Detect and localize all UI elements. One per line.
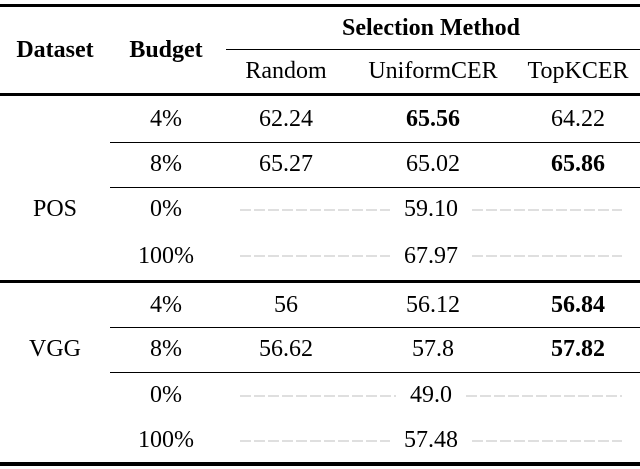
row-divider (110, 327, 640, 328)
dash-line (472, 208, 622, 211)
budget-cell: 8% (150, 151, 182, 177)
column-header-budget: Budget (129, 36, 203, 63)
row-divider (110, 142, 640, 143)
budget-cell: 4% (150, 291, 182, 318)
topkcer-value: 64.22 (551, 105, 605, 132)
merged-value: 49.0 (410, 382, 452, 408)
budget-cell: 100% (138, 427, 194, 453)
header-bottom-rule (0, 93, 640, 96)
uniformcer-value-best: 65.56 (406, 105, 460, 132)
merged-value-cell: 67.97 (222, 232, 640, 280)
column-header-uniformcer: UniformCER (368, 58, 498, 84)
top-rule (0, 4, 640, 7)
uniformcer-value: 56.12 (406, 291, 460, 318)
method-subheader-row: Random UniformCER TopKCER (0, 50, 640, 93)
section-divider-rule (0, 280, 640, 283)
row-divider (110, 187, 640, 188)
random-value: 56.62 (259, 336, 313, 362)
dash-line (240, 208, 390, 211)
dash-line (466, 394, 622, 397)
row-divider (110, 372, 640, 373)
dash-line (240, 439, 390, 442)
random-value: 65.27 (259, 151, 313, 177)
selection-method-underline (226, 49, 640, 50)
table-row-pos-0pct: 0% 59.10 (0, 187, 640, 232)
table-row-pos-100pct: 100% 67.97 (0, 232, 640, 280)
column-header-topkcer: TopKCER (527, 58, 629, 84)
budget-cell: 0% (150, 196, 182, 222)
budget-cell: 100% (138, 242, 194, 269)
dataset-label-pos: POS (32, 196, 78, 222)
dash-line (240, 255, 390, 257)
dash-line (472, 439, 622, 442)
dash-line (472, 255, 622, 257)
dash-line (240, 394, 396, 397)
uniformcer-value: 57.8 (412, 336, 454, 362)
merged-value-cell: 49.0 (222, 372, 640, 419)
table-row-vgg-4pct: 4% 56 56.12 56.84 (0, 283, 640, 327)
merged-value-cell: 59.10 (222, 187, 640, 232)
table-row-vgg-0pct: 0% 49.0 (0, 372, 640, 419)
budget-cell: 4% (150, 105, 182, 132)
column-group-header-selection-method: Selection Method (342, 14, 520, 41)
topkcer-value-best: 57.82 (551, 336, 605, 362)
dataset-label-vgg: VGG (29, 336, 81, 362)
column-header-dataset: Dataset (16, 36, 94, 63)
merged-value: 67.97 (404, 242, 458, 269)
table-row-vgg-100pct: 100% 57.48 (0, 419, 640, 462)
merged-value: 57.48 (404, 427, 458, 453)
budget-cell: 0% (150, 382, 182, 408)
random-value: 62.24 (259, 105, 313, 132)
bottom-rule (0, 462, 640, 466)
budget-cell: 8% (150, 336, 182, 362)
topkcer-value-best: 56.84 (551, 291, 605, 318)
table-row-pos-8pct: 8% 65.27 65.02 65.86 (0, 142, 640, 187)
merged-value-cell: 57.48 (222, 419, 640, 462)
topkcer-value-best: 65.86 (551, 151, 605, 177)
column-header-random: Random (245, 58, 327, 84)
random-value: 56 (274, 291, 298, 318)
table-row-pos-4pct: 4% 62.24 65.56 64.22 (0, 96, 640, 142)
merged-value: 59.10 (404, 196, 458, 222)
table-row-vgg-8pct: 8% 56.62 57.8 57.82 (0, 327, 640, 372)
uniformcer-value: 65.02 (406, 151, 460, 177)
